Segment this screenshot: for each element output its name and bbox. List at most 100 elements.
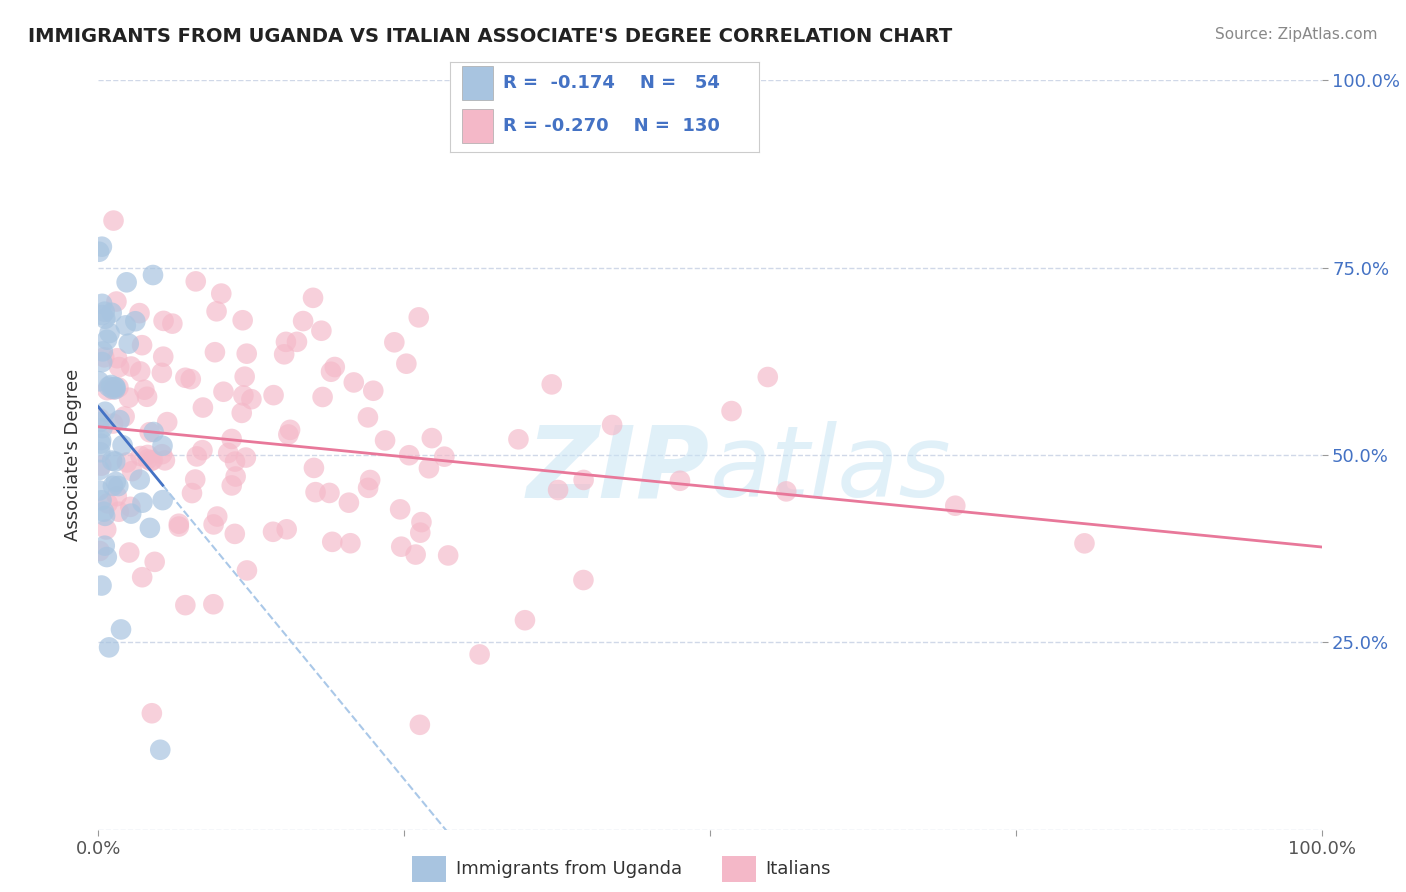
- Point: [262, 524, 284, 539]
- Point: [669, 474, 692, 488]
- Text: Italians: Italians: [765, 860, 831, 878]
- Point: [105, 294, 128, 309]
- Point: [152, 314, 174, 328]
- Point: [162, 317, 184, 331]
- Point: [120, 500, 142, 514]
- Point: [184, 274, 207, 288]
- Point: [235, 346, 257, 360]
- Point: [231, 406, 253, 420]
- Point: [292, 314, 315, 328]
- Point: [236, 564, 259, 578]
- Point: [90, 433, 112, 447]
- Point: [105, 489, 128, 503]
- Point: [311, 324, 333, 338]
- Point: [382, 335, 405, 350]
- Point: [409, 525, 432, 540]
- Point: [139, 521, 162, 535]
- Point: [90, 458, 112, 473]
- Point: [94, 508, 117, 523]
- Point: [191, 401, 214, 415]
- Point: [105, 351, 128, 366]
- Point: [311, 390, 333, 404]
- Point: [89, 483, 111, 498]
- Point: [156, 415, 179, 429]
- Point: [321, 534, 343, 549]
- Point: [103, 213, 125, 227]
- Point: [118, 545, 141, 559]
- Point: [107, 380, 129, 394]
- Point: [235, 450, 257, 465]
- Point: [104, 454, 127, 468]
- Point: [181, 486, 204, 500]
- Point: [409, 718, 432, 732]
- Point: [186, 450, 208, 464]
- Point: [468, 648, 491, 662]
- Point: [93, 351, 115, 365]
- Point: [91, 297, 114, 311]
- Point: [89, 415, 111, 429]
- Point: [96, 549, 118, 564]
- Point: [108, 413, 131, 427]
- Point: [107, 479, 129, 493]
- Point: [94, 539, 117, 553]
- Point: [87, 374, 110, 388]
- Point: [204, 345, 226, 359]
- Point: [108, 360, 131, 375]
- Point: [547, 483, 569, 497]
- Point: [285, 334, 308, 349]
- Point: [129, 364, 152, 378]
- Point: [540, 377, 562, 392]
- Point: [136, 448, 159, 462]
- Point: [139, 454, 162, 468]
- Point: [361, 384, 384, 398]
- Point: [374, 434, 396, 448]
- Point: [136, 390, 159, 404]
- Point: [405, 548, 427, 562]
- Point: [207, 509, 229, 524]
- Point: [278, 423, 301, 437]
- Point: [513, 613, 536, 627]
- Point: [90, 240, 112, 254]
- Point: [100, 378, 122, 392]
- Point: [167, 519, 190, 533]
- Point: [152, 439, 174, 453]
- Point: [240, 392, 263, 407]
- Y-axis label: Associate's Degree: Associate's Degree: [65, 368, 83, 541]
- Point: [389, 502, 412, 516]
- Point: [124, 314, 146, 328]
- Point: [97, 496, 120, 510]
- Point: [142, 268, 165, 282]
- Point: [89, 463, 111, 477]
- Point: [191, 443, 214, 458]
- Point: [184, 473, 207, 487]
- Point: [101, 479, 124, 493]
- Point: [96, 523, 118, 537]
- Point: [141, 706, 163, 721]
- Point: [174, 598, 197, 612]
- Point: [418, 461, 440, 475]
- Point: [136, 452, 159, 467]
- Point: [104, 475, 127, 489]
- Point: [202, 597, 225, 611]
- Point: [90, 493, 112, 508]
- Point: [91, 355, 114, 369]
- Point: [121, 464, 143, 478]
- Point: [339, 536, 361, 550]
- Point: [224, 527, 246, 541]
- Point: [357, 481, 380, 495]
- Point: [756, 370, 779, 384]
- Point: [152, 350, 174, 364]
- Point: [89, 544, 111, 558]
- Point: [357, 410, 380, 425]
- Point: [104, 382, 127, 396]
- Point: [110, 623, 132, 637]
- Point: [304, 485, 326, 500]
- Point: [153, 453, 176, 467]
- Point: [221, 478, 243, 492]
- Point: [97, 379, 120, 393]
- Point: [98, 640, 121, 655]
- Point: [359, 473, 381, 487]
- Point: [93, 304, 115, 318]
- Point: [150, 366, 173, 380]
- Point: [202, 517, 225, 532]
